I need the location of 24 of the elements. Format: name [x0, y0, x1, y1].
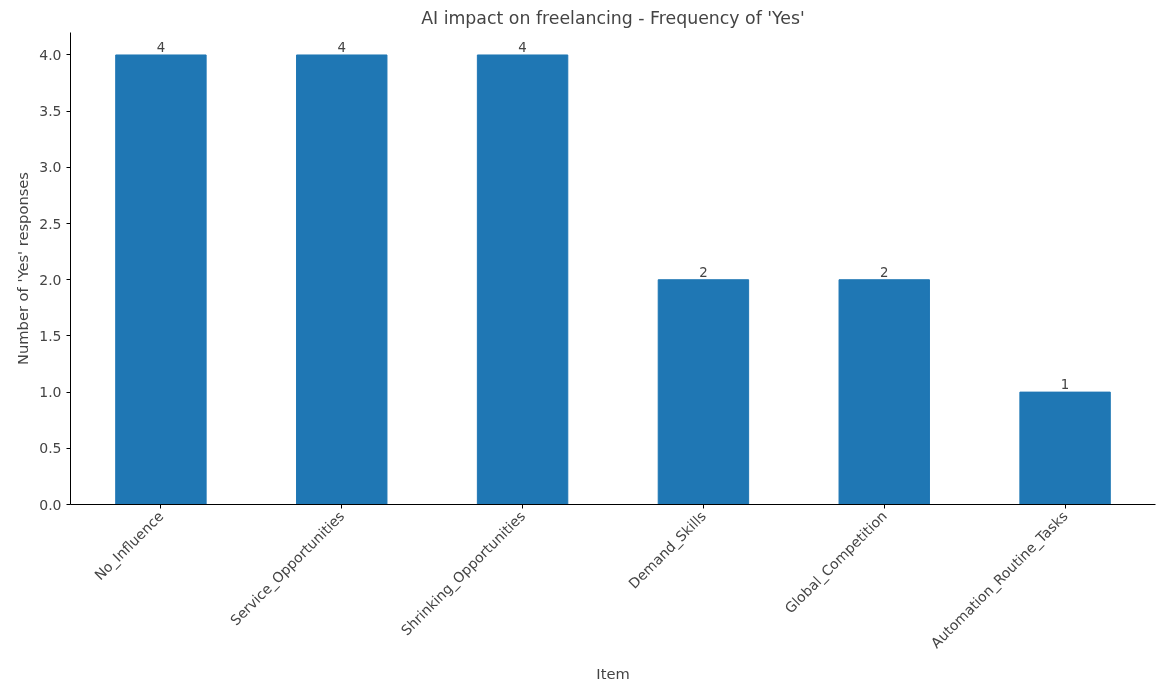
- y-tick-label: 2.5: [39, 215, 62, 232]
- y-tick-label: 2.0: [39, 271, 62, 288]
- y-tick-label: 1.5: [39, 327, 62, 344]
- y-tick-label: 3.5: [39, 103, 62, 120]
- y-tick-label: 0.0: [39, 496, 62, 513]
- bar: [838, 279, 930, 505]
- bar: [1019, 391, 1111, 505]
- y-tick-label: 0.5: [39, 440, 62, 457]
- y-tick-label: 3.0: [39, 159, 62, 176]
- data-label: 2: [880, 264, 889, 280]
- data-label: 2: [699, 264, 708, 280]
- y-axis-title: Number of 'Yes' responses: [14, 172, 32, 365]
- data-label: 4: [156, 39, 166, 55]
- bar: [657, 279, 750, 505]
- chart-title: AI impact on freelancing - Frequency of 'Yes': [421, 7, 805, 28]
- x-axis-title: Item: [596, 664, 630, 682]
- bar: [115, 54, 207, 505]
- data-label: 4: [518, 39, 527, 55]
- y-tick-label: 1.0: [39, 384, 62, 401]
- y-tick-label: 4.0: [39, 46, 62, 63]
- bar: [476, 54, 569, 505]
- bar: [296, 54, 388, 505]
- data-label: 4: [337, 39, 346, 55]
- data-label: 1: [1060, 377, 1070, 393]
